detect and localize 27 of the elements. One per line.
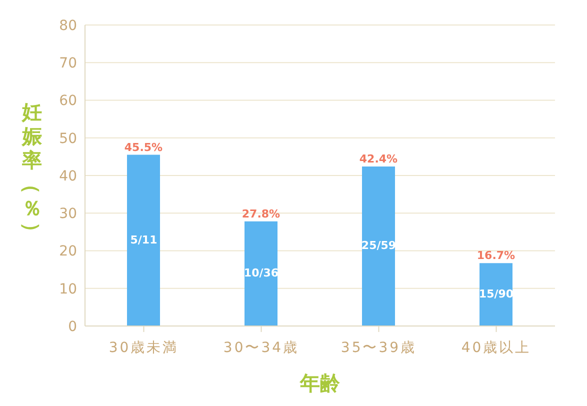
y-tick-label: 40 [59, 168, 77, 184]
y-tick-label: 0 [68, 318, 77, 335]
y-axis-title: 妊娠率（％） [20, 100, 44, 244]
y-tick-label: 30 [59, 206, 77, 222]
annotation: 25/59 [361, 239, 396, 252]
annotation: 5/11 [130, 233, 158, 246]
x-axis-title: 年齢 [298, 370, 341, 397]
y-tick-label: 60 [59, 93, 77, 110]
data-label: 16.7% [476, 249, 516, 262]
y-tick-label: 10 [59, 281, 77, 298]
y-tick-label: 50 [59, 130, 77, 147]
x-tick-label: 30〜34歳 [223, 340, 300, 356]
x-tick-label: 40歳以上 [461, 340, 532, 356]
data-label: 27.8% [242, 207, 280, 220]
bar [244, 221, 278, 326]
x-tick-label: 30歳未満 [108, 340, 179, 356]
annotation: 15/90 [478, 288, 514, 301]
bar [362, 166, 395, 326]
bar [127, 154, 160, 326]
annotation: 10/36 [244, 266, 279, 280]
x-tick-label: 35〜39歳 [340, 340, 417, 356]
data-label: 42.4% [359, 152, 398, 166]
bar [480, 263, 512, 326]
y-tick-label: 70 [59, 56, 77, 72]
y-tick-label: 20 [59, 244, 77, 260]
y-tick-label: 80 [59, 18, 77, 34]
data-label: 45.5% [124, 140, 163, 154]
